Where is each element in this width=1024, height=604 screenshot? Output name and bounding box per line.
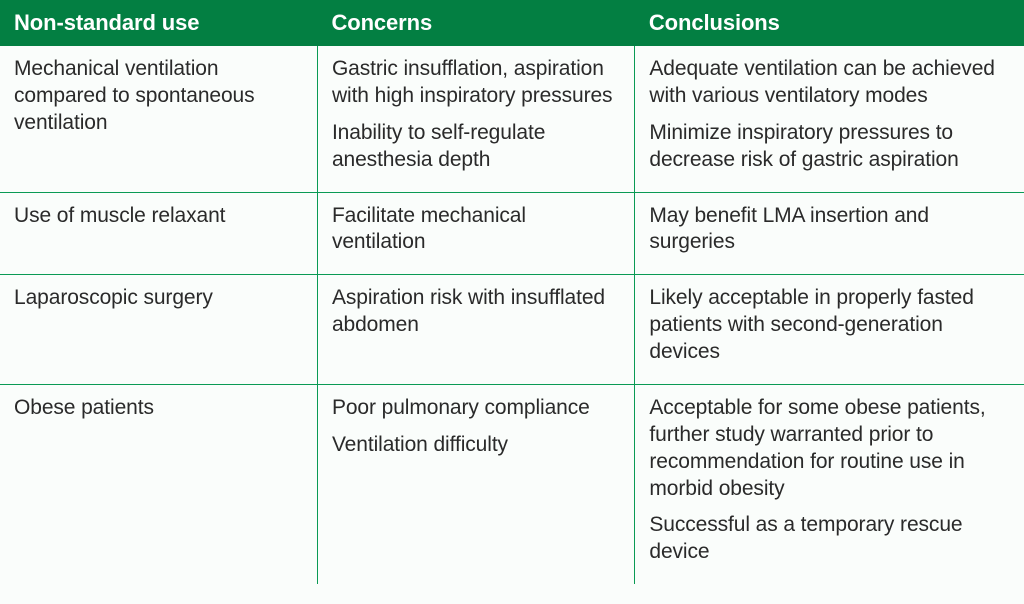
cell-text: Ventilation difficulty (332, 432, 620, 459)
cell-text: Minimize inspiratory pressures to decrea… (649, 120, 1010, 174)
cell-concerns: Gastric insufflation, aspiration with hi… (317, 46, 634, 192)
cell-text: Adequate ventilation can be achieved wit… (649, 56, 1010, 110)
cell-concerns: Aspiration risk with insufflated abdomen (317, 275, 634, 385)
cell-text: Use of muscle relaxant (14, 203, 303, 230)
cell-conclusions: Acceptable for some obese patients, furt… (635, 384, 1024, 584)
cell-text: Poor pulmonary compliance (332, 395, 620, 422)
nonstandard-use-table: Non-standard use Concerns Conclusions Me… (0, 0, 1024, 584)
table-row: Laparoscopic surgery Aspiration risk wit… (0, 275, 1024, 385)
cell-use: Mechanical ventilation compared to spont… (0, 46, 317, 192)
cell-text: Gastric insufflation, aspiration with hi… (332, 56, 620, 110)
cell-text: May benefit LMA insertion and surgeries (649, 203, 1010, 257)
col-header-use: Non-standard use (0, 0, 317, 46)
cell-use: Obese patients (0, 384, 317, 584)
cell-use: Use of muscle relaxant (0, 192, 317, 275)
table-row: Use of muscle relaxant Facilitate mechan… (0, 192, 1024, 275)
cell-text: Acceptable for some obese patients, furt… (649, 395, 1010, 503)
table-header-row: Non-standard use Concerns Conclusions (0, 0, 1024, 46)
cell-text: Mechanical ventilation compared to spont… (14, 56, 303, 137)
cell-conclusions: Likely acceptable in properly fasted pat… (635, 275, 1024, 385)
col-header-concerns: Concerns (317, 0, 634, 46)
cell-concerns: Poor pulmonary compliance Ventilation di… (317, 384, 634, 584)
table-row: Obese patients Poor pulmonary compliance… (0, 384, 1024, 584)
cell-text: Likely acceptable in properly fasted pat… (649, 285, 1010, 366)
cell-text: Laparoscopic surgery (14, 285, 303, 312)
col-header-conclusions: Conclusions (635, 0, 1024, 46)
cell-text: Obese patients (14, 395, 303, 422)
table-row: Mechanical ventilation compared to spont… (0, 46, 1024, 192)
cell-conclusions: Adequate ventilation can be achieved wit… (635, 46, 1024, 192)
cell-use: Laparoscopic surgery (0, 275, 317, 385)
cell-conclusions: May benefit LMA insertion and surgeries (635, 192, 1024, 275)
cell-text: Aspiration risk with insufflated abdomen (332, 285, 620, 339)
cell-text: Inability to self-regulate anesthesia de… (332, 120, 620, 174)
cell-text: Successful as a temporary rescue device (649, 512, 1010, 566)
cell-text: Facilitate mechanical ventilation (332, 203, 620, 257)
cell-concerns: Facilitate mechanical ventilation (317, 192, 634, 275)
